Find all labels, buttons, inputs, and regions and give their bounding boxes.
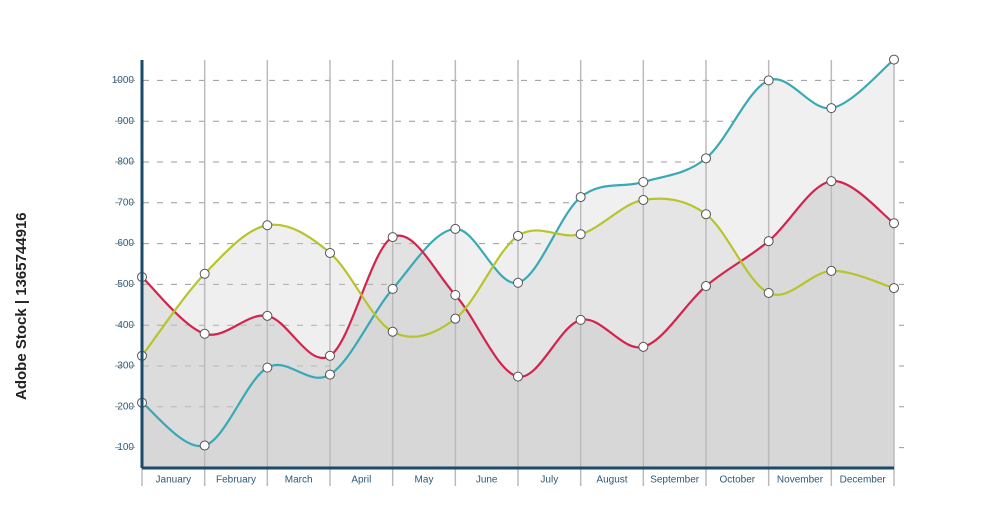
point bbox=[575, 314, 586, 325]
point bbox=[199, 440, 210, 451]
point bbox=[826, 103, 837, 114]
point bbox=[826, 265, 837, 276]
x-tick-label: September bbox=[650, 475, 700, 486]
point bbox=[575, 192, 586, 203]
x-tick-label: November bbox=[777, 475, 824, 486]
point bbox=[763, 75, 774, 86]
y-tick-label: 200 bbox=[117, 401, 134, 412]
point bbox=[262, 362, 273, 373]
point bbox=[701, 153, 711, 164]
point bbox=[199, 268, 210, 279]
point bbox=[763, 236, 774, 247]
y-tick-label: 600 bbox=[117, 238, 134, 249]
point bbox=[889, 218, 899, 229]
point bbox=[638, 341, 649, 352]
x-tick-label: June bbox=[476, 475, 498, 486]
x-tick-label: March bbox=[285, 475, 313, 486]
point bbox=[325, 247, 335, 258]
point bbox=[262, 310, 273, 321]
point bbox=[387, 283, 398, 294]
point bbox=[826, 176, 837, 187]
point bbox=[199, 328, 210, 339]
point bbox=[701, 281, 711, 292]
x-tick-label: April bbox=[351, 475, 371, 486]
point bbox=[889, 283, 899, 294]
point bbox=[325, 350, 335, 361]
y-tick-label: 300 bbox=[117, 361, 134, 372]
point bbox=[575, 229, 586, 240]
point bbox=[513, 371, 523, 382]
point bbox=[701, 209, 711, 220]
point bbox=[889, 54, 899, 65]
point bbox=[513, 277, 523, 288]
x-tick-label: January bbox=[156, 475, 192, 486]
x-tick-label: August bbox=[596, 475, 627, 486]
y-tick-label: 700 bbox=[117, 197, 134, 208]
x-tick-label: December bbox=[840, 475, 887, 486]
y-tick-label: 500 bbox=[117, 279, 134, 290]
x-tick-label: May bbox=[415, 475, 434, 486]
watermark: Adobe Stock | 1365744916 bbox=[13, 212, 30, 400]
point bbox=[513, 230, 523, 241]
y-tick-label: 100 bbox=[117, 442, 134, 453]
point bbox=[450, 313, 461, 324]
point bbox=[450, 290, 461, 301]
x-tick-label: July bbox=[540, 475, 558, 486]
point bbox=[325, 369, 335, 380]
y-tick-label: 1000 bbox=[112, 75, 135, 86]
point bbox=[450, 223, 461, 234]
x-tick-label: February bbox=[216, 475, 256, 486]
point bbox=[387, 326, 398, 337]
point bbox=[387, 232, 398, 243]
y-tick-label: 900 bbox=[117, 116, 134, 127]
point bbox=[638, 194, 649, 205]
point bbox=[638, 176, 649, 187]
point bbox=[262, 220, 273, 231]
x-tick-label: October bbox=[720, 475, 756, 486]
y-tick-label: 800 bbox=[117, 157, 134, 168]
y-tick-label: 400 bbox=[117, 320, 134, 331]
point bbox=[763, 287, 774, 298]
